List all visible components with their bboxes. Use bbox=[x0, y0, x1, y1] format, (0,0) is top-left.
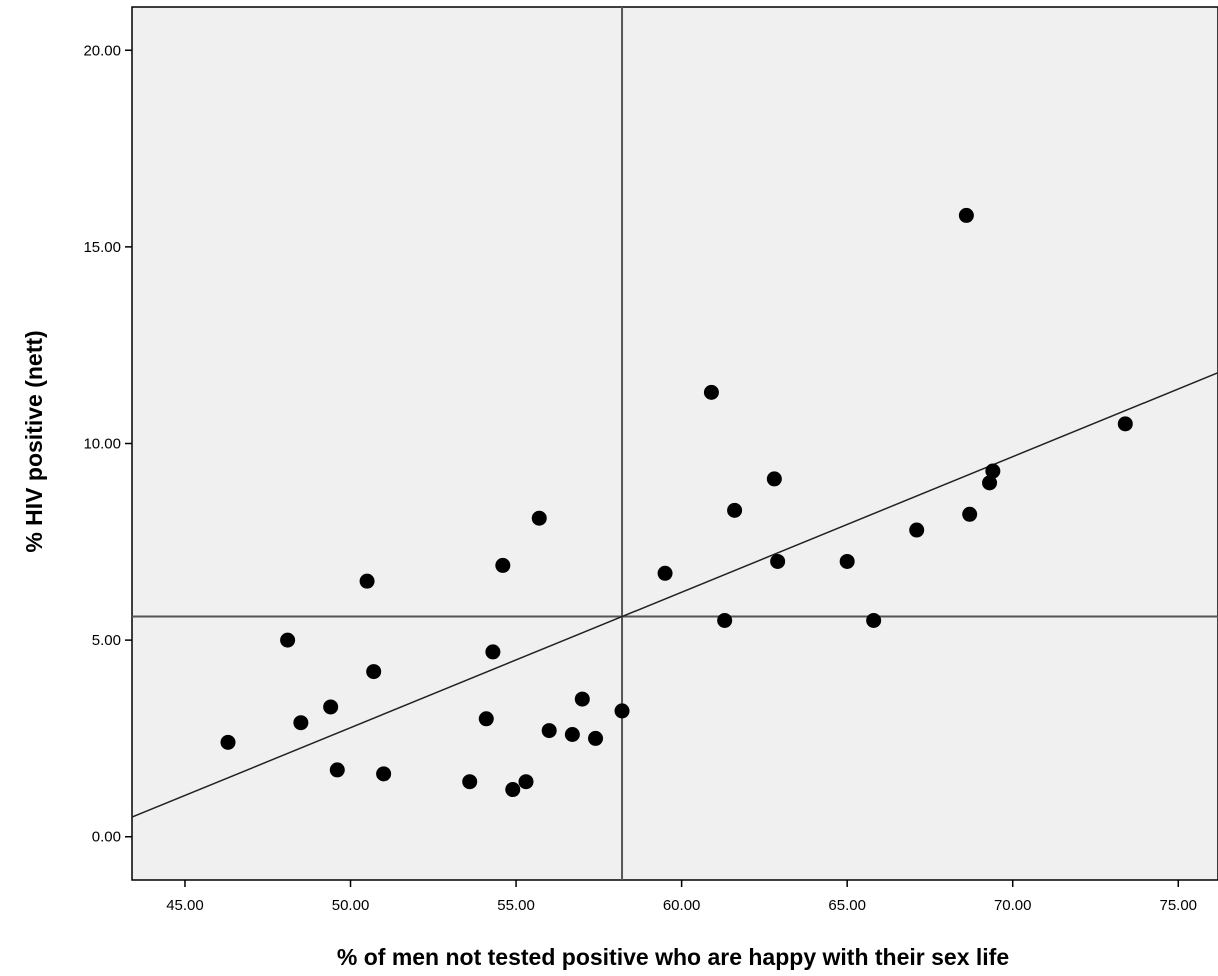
fit-line bbox=[131, 372, 1218, 818]
data-point bbox=[727, 502, 743, 518]
data-point bbox=[323, 699, 339, 715]
data-point bbox=[518, 774, 534, 790]
data-point bbox=[495, 557, 511, 573]
data-point bbox=[293, 715, 309, 731]
data-point bbox=[462, 774, 478, 790]
data-point bbox=[657, 565, 673, 581]
y-tick-label: 10.00 bbox=[83, 436, 121, 453]
x-tick-label: 45.00 bbox=[166, 897, 204, 914]
data-point bbox=[588, 730, 604, 746]
data-point bbox=[376, 766, 392, 782]
data-point bbox=[909, 522, 925, 538]
data-point bbox=[962, 506, 978, 522]
data-point bbox=[866, 612, 882, 628]
data-point bbox=[703, 384, 719, 400]
data-point bbox=[485, 644, 501, 660]
data-points bbox=[220, 207, 1133, 798]
data-point bbox=[766, 471, 782, 487]
data-point bbox=[958, 207, 974, 223]
data-point bbox=[717, 612, 733, 628]
reference-lines bbox=[132, 7, 1218, 880]
data-point bbox=[359, 573, 375, 589]
data-point bbox=[982, 475, 998, 491]
data-point bbox=[329, 762, 345, 778]
x-tick-label: 75.00 bbox=[1159, 897, 1197, 914]
plot-area bbox=[131, 6, 1218, 881]
x-tick-label: 65.00 bbox=[828, 897, 866, 914]
data-point bbox=[614, 703, 630, 719]
y-tick-label: 15.00 bbox=[83, 239, 121, 256]
x-tick-label: 70.00 bbox=[994, 897, 1032, 914]
data-point bbox=[770, 553, 786, 569]
data-point bbox=[366, 664, 382, 680]
fit-line-group bbox=[131, 372, 1218, 818]
x-axis: 45.00 50.00 55.00 60.00 65.00 70.00 75.00 bbox=[166, 880, 1197, 914]
data-point bbox=[541, 723, 557, 739]
data-point bbox=[839, 553, 855, 569]
data-point bbox=[985, 463, 1001, 479]
x-axis-title: % of men not tested positive who are hap… bbox=[337, 944, 1009, 970]
data-point bbox=[574, 691, 590, 707]
y-axis-title: % HIV positive (nett) bbox=[21, 330, 47, 552]
y-axis: 0.00 5.00 10.00 15.00 20.00 bbox=[83, 42, 132, 846]
data-point bbox=[505, 782, 521, 798]
data-point bbox=[220, 734, 236, 750]
data-point bbox=[1117, 416, 1133, 432]
x-tick-label: 50.00 bbox=[332, 897, 370, 914]
y-tick-label: 0.00 bbox=[92, 829, 121, 846]
data-point bbox=[478, 711, 494, 727]
data-point bbox=[280, 632, 296, 648]
x-tick-label: 55.00 bbox=[497, 897, 535, 914]
x-tick-label: 60.00 bbox=[663, 897, 701, 914]
data-point bbox=[564, 727, 580, 742]
data-point bbox=[531, 510, 547, 526]
y-tick-label: 20.00 bbox=[83, 42, 121, 59]
y-tick-label: 5.00 bbox=[92, 632, 121, 649]
